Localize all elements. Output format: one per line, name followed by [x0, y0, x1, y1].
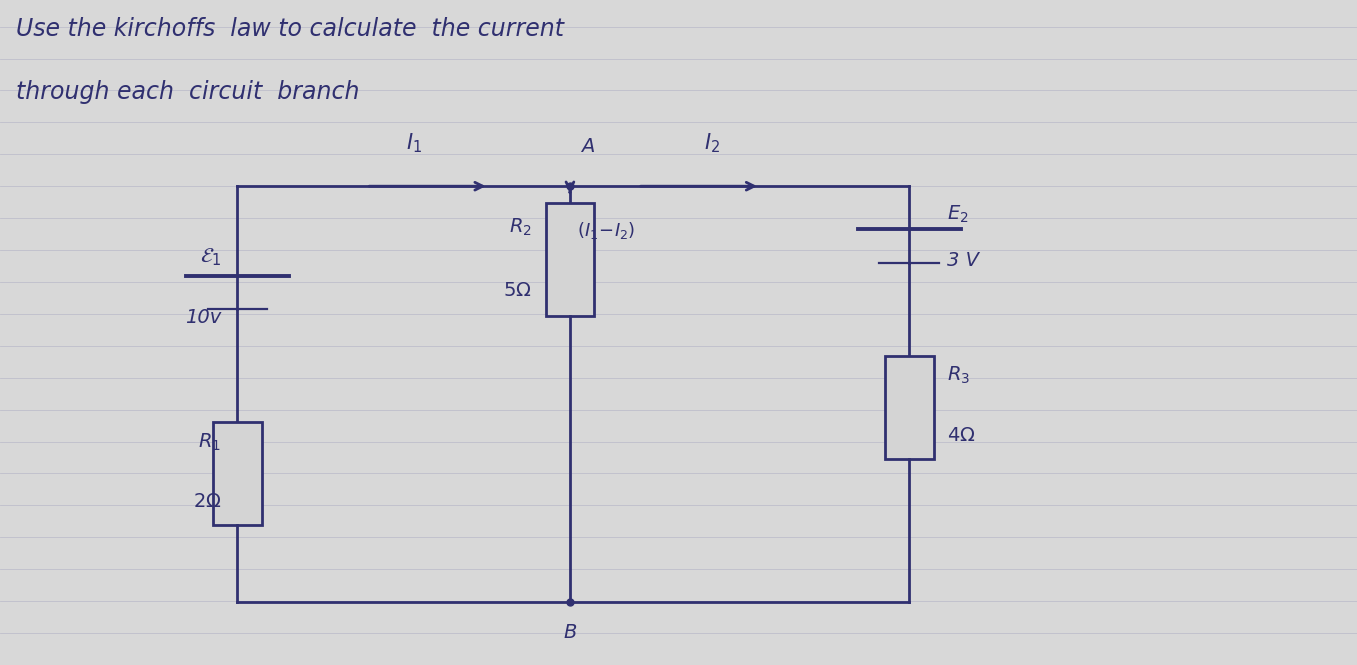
Text: $I_1$: $I_1$	[406, 132, 422, 155]
Text: $I_2$: $I_2$	[704, 132, 721, 155]
Text: $5\Omega$: $5\Omega$	[503, 281, 532, 300]
Text: $4\Omega$: $4\Omega$	[947, 426, 976, 445]
Text: 10v: 10v	[185, 307, 221, 327]
Text: $E_2$: $E_2$	[947, 203, 969, 225]
Text: through each  circuit  branch: through each circuit branch	[16, 80, 360, 104]
Text: $(I_1\!-\!I_2)$: $(I_1\!-\!I_2)$	[577, 220, 635, 241]
Text: $R_1$: $R_1$	[198, 431, 221, 452]
Text: Use the kirchoffs  law to calculate  the current: Use the kirchoffs law to calculate the c…	[16, 17, 565, 41]
Text: $R_2$: $R_2$	[509, 217, 532, 238]
Text: A: A	[581, 136, 594, 156]
Bar	[885, 356, 934, 459]
Text: B: B	[563, 623, 577, 642]
Text: 3 V: 3 V	[947, 251, 980, 270]
Bar	[546, 203, 594, 316]
Text: $2\Omega$: $2\Omega$	[193, 492, 221, 511]
Bar	[213, 422, 262, 525]
Text: $R_3$: $R_3$	[947, 364, 970, 386]
Text: $\mathcal{E}_1$: $\mathcal{E}_1$	[199, 247, 221, 268]
